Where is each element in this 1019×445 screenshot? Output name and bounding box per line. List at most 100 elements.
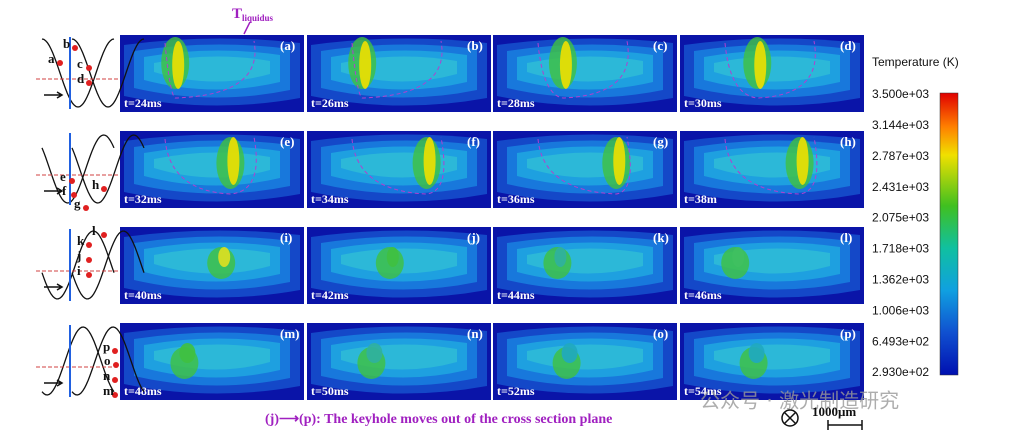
sketch-dot bbox=[83, 205, 89, 211]
panel-label: (g) bbox=[653, 134, 668, 149]
keyhole bbox=[554, 247, 567, 267]
panel-label: (c) bbox=[653, 38, 667, 53]
sketch-letter: i bbox=[77, 263, 81, 278]
scale-bar bbox=[827, 420, 863, 430]
panel: (d) t=30ms bbox=[680, 35, 864, 112]
sketch-letter: m bbox=[103, 383, 114, 398]
keyhole bbox=[796, 137, 809, 185]
t-liquidus: Tliquidus bbox=[232, 6, 274, 23]
time-label: t=52ms bbox=[497, 384, 535, 398]
colorbar bbox=[939, 92, 959, 376]
liquidus-line bbox=[351, 40, 443, 99]
colorbar-label: 3.144e+03 bbox=[872, 118, 929, 132]
t-arrow bbox=[243, 21, 251, 35]
time-label: t=40ms bbox=[124, 288, 162, 302]
panel-label: (o) bbox=[653, 326, 668, 341]
sketch-letter: j bbox=[76, 248, 81, 263]
keyhole bbox=[227, 137, 240, 185]
time-label: t=26ms bbox=[311, 96, 349, 110]
wave bbox=[41, 326, 115, 396]
panel: (i) t=40ms bbox=[120, 227, 304, 304]
colorbar-label: 1.362e+03 bbox=[872, 273, 929, 287]
sketch-letter: k bbox=[77, 233, 85, 248]
panel: (j) t=42ms bbox=[307, 227, 491, 304]
sketch-letter: p bbox=[103, 339, 110, 354]
panel-label: (i) bbox=[280, 230, 292, 245]
sketch-dot bbox=[101, 186, 107, 192]
sketch-letter: b bbox=[63, 36, 70, 51]
watermark: 公众号 · 激光制造研究 bbox=[700, 389, 899, 413]
keyhole bbox=[423, 137, 436, 185]
panel-label: (l) bbox=[840, 230, 852, 245]
sketch-letter: c bbox=[77, 56, 83, 71]
panel: (c) t=28ms bbox=[493, 35, 677, 112]
keyhole bbox=[748, 343, 765, 363]
colorbar-label: 1.718e+03 bbox=[872, 242, 929, 256]
panel: (f) t=34ms bbox=[307, 131, 491, 208]
keyhole bbox=[386, 247, 399, 267]
panel: (l) t=46ms bbox=[680, 227, 864, 304]
panels: (a) t=24ms (b) t=26ms (c) t=28ms (d) t=30ms (e) t… bbox=[120, 35, 864, 400]
wave bbox=[41, 230, 115, 300]
sketch-dot bbox=[72, 45, 78, 51]
sketch-letter: d bbox=[77, 71, 85, 86]
melt-layer bbox=[714, 56, 830, 82]
panel: (p) t=54ms bbox=[680, 323, 864, 400]
panel-label: (k) bbox=[653, 230, 669, 245]
liquidus-line bbox=[724, 40, 816, 99]
wave bbox=[71, 230, 145, 300]
sketch-dot bbox=[112, 377, 118, 383]
sketch-dot bbox=[113, 362, 119, 368]
panel: (e) t=32ms bbox=[120, 131, 304, 208]
time-label: t=34ms bbox=[311, 192, 349, 206]
keyhole bbox=[179, 343, 196, 363]
panel: (k) t=44ms bbox=[493, 227, 677, 304]
panel: (g) t=36ms bbox=[493, 131, 677, 208]
keyhole bbox=[366, 343, 383, 363]
colorbar-label: 2.787e+03 bbox=[872, 149, 929, 163]
sketch-letter: a bbox=[48, 51, 55, 66]
sketch-dot bbox=[112, 348, 118, 354]
sketch-dot bbox=[86, 242, 92, 248]
sketch-letter: e bbox=[60, 169, 66, 184]
keyhole bbox=[732, 247, 745, 267]
keyhole bbox=[613, 137, 626, 185]
panel-label: (n) bbox=[467, 326, 483, 341]
time-label: t=32ms bbox=[124, 192, 162, 206]
sketch-letter: l bbox=[92, 223, 96, 238]
time-label: t=42ms bbox=[311, 288, 349, 302]
arrow bbox=[44, 283, 64, 291]
liquidus-line bbox=[537, 40, 629, 99]
time-label: t=36ms bbox=[497, 192, 535, 206]
sketch-dot bbox=[101, 232, 107, 238]
wave bbox=[41, 134, 115, 204]
panel-label: (m) bbox=[280, 326, 300, 341]
liquidus-line bbox=[164, 40, 256, 99]
keyhole bbox=[561, 343, 578, 363]
colorbar-label: 1.006e+03 bbox=[872, 303, 929, 317]
wave bbox=[41, 38, 115, 108]
panel-label: (d) bbox=[840, 38, 856, 53]
panel-label: (f) bbox=[467, 134, 480, 149]
sketch-letter: o bbox=[104, 353, 111, 368]
sketch-dot bbox=[69, 178, 75, 184]
wave bbox=[71, 134, 145, 204]
liquidus-line bbox=[164, 136, 257, 195]
sketch-dot bbox=[57, 60, 63, 66]
keyhole bbox=[218, 247, 231, 267]
arrow bbox=[44, 91, 64, 99]
time-label: t=24ms bbox=[124, 96, 162, 110]
colorbar-labels: 3.500e+03 3.144e+03 2.787e+03 2.431e+03 2.07… bbox=[872, 87, 929, 379]
panel-label: (e) bbox=[280, 134, 294, 149]
time-label: t=28ms bbox=[497, 96, 535, 110]
sketch-dot bbox=[112, 392, 118, 398]
sketch-letter: n bbox=[103, 368, 111, 383]
sketch-dot bbox=[86, 65, 92, 71]
sketch-letter: f bbox=[62, 183, 67, 198]
panel: (o) t=52ms bbox=[493, 323, 677, 400]
